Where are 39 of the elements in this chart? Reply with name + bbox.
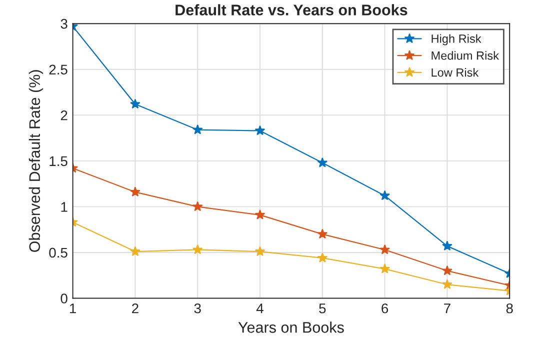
point [192,244,203,254]
x-tick-label: 1 [70,304,76,314]
y-tick-label: 2.5 [49,64,68,75]
point [192,201,203,212]
point [317,157,328,168]
legend-label: Medium Risk [432,51,499,60]
y-tick-label: 3 [60,18,68,29]
legend-label: High Risk [432,34,482,46]
y-tick-label: 0.5 [49,248,68,258]
point [380,264,390,274]
point [130,246,140,256]
x-tick-label: 5 [319,304,326,314]
x-tick-label: 6 [382,303,388,314]
point [442,265,452,276]
point [254,125,266,136]
x-tick-label: 4 [256,304,264,314]
point [442,279,452,289]
point [442,240,452,251]
point [317,228,328,239]
point [317,252,328,262]
x-tick-label: 3 [194,303,201,314]
point [254,210,266,220]
y-tick-label: 0 [60,294,68,304]
point [254,246,266,256]
y-tick-label: 1 [61,202,68,212]
chart-title: Default Rate vs. Years on Books [176,4,408,16]
point [192,124,203,134]
x-tick-label: 2 [132,303,138,314]
y-tick-label: 1.5 [50,156,68,166]
point [380,244,390,254]
legend-label: Low Risk [432,68,479,77]
y-tick-label: 2 [60,110,68,120]
point [130,186,140,196]
x-tick-label: 7 [444,304,450,314]
x-axis-title: Years on Books [238,322,344,333]
point [380,190,390,200]
x-tick-label: 8 [506,303,513,314]
y-axis-title: Observed Default Rate (%) [28,70,44,252]
point [130,98,140,109]
